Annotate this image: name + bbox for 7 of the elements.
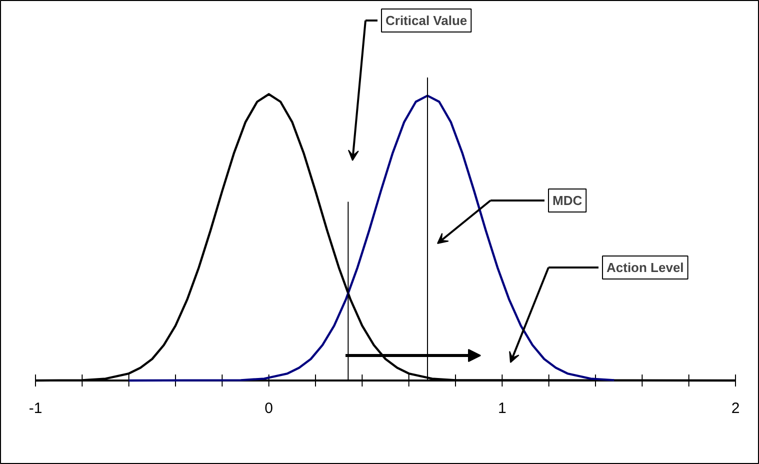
text: Critical Value	[386, 13, 468, 28]
annotation: MDC	[552, 193, 583, 208]
annotation: Action Level	[606, 260, 684, 275]
x-tick-label: 0	[264, 400, 274, 417]
x-tick-label: -1	[28, 400, 42, 417]
x-tick-label: 1	[498, 400, 506, 417]
x-tick-label: 2	[731, 400, 740, 417]
